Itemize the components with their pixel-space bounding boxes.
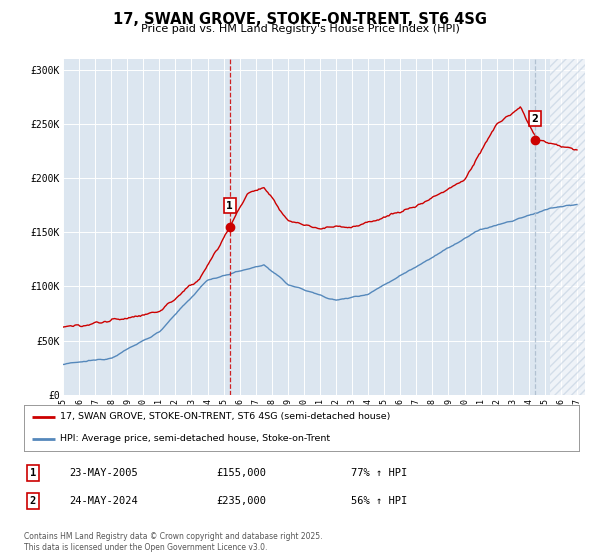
- Text: 17, SWAN GROVE, STOKE-ON-TRENT, ST6 4SG (semi-detached house): 17, SWAN GROVE, STOKE-ON-TRENT, ST6 4SG …: [60, 412, 391, 421]
- Text: Price paid vs. HM Land Registry's House Price Index (HPI): Price paid vs. HM Land Registry's House …: [140, 24, 460, 34]
- Bar: [550, 59, 585, 395]
- Text: 1: 1: [30, 468, 36, 478]
- Text: £235,000: £235,000: [216, 496, 266, 506]
- Text: 1: 1: [226, 200, 233, 211]
- Text: 2: 2: [532, 114, 538, 124]
- Text: £155,000: £155,000: [216, 468, 266, 478]
- Text: HPI: Average price, semi-detached house, Stoke-on-Trent: HPI: Average price, semi-detached house,…: [60, 435, 330, 444]
- Text: 77% ↑ HPI: 77% ↑ HPI: [351, 468, 407, 478]
- Text: 17, SWAN GROVE, STOKE-ON-TRENT, ST6 4SG: 17, SWAN GROVE, STOKE-ON-TRENT, ST6 4SG: [113, 12, 487, 27]
- Text: 24-MAY-2024: 24-MAY-2024: [69, 496, 138, 506]
- Text: 23-MAY-2005: 23-MAY-2005: [69, 468, 138, 478]
- Text: 56% ↑ HPI: 56% ↑ HPI: [351, 496, 407, 506]
- Text: 2: 2: [30, 496, 36, 506]
- Text: Contains HM Land Registry data © Crown copyright and database right 2025.
This d: Contains HM Land Registry data © Crown c…: [24, 532, 323, 552]
